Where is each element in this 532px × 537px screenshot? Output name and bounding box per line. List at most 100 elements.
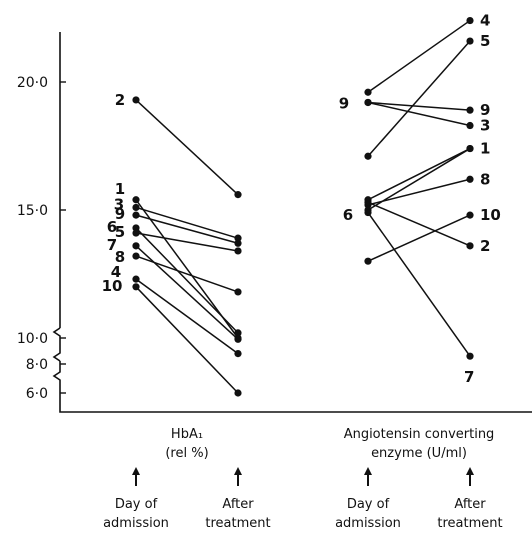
patient-label-admission-g1-p6: 6 — [343, 206, 353, 224]
series-line-g0-p10 — [135, 286, 239, 394]
point-after-g1-p6 — [466, 144, 474, 153]
series-line-g1-p5 — [367, 40, 471, 157]
patient-label-admission-g0-p3: 3 — [114, 195, 124, 213]
point-after-g1-p4 — [466, 16, 474, 25]
series-layer — [132, 16, 474, 397]
group-label-g1-line0: Angiotensin converting — [344, 427, 495, 442]
patient-label-after-g1-p7: 7 — [464, 368, 474, 386]
series-line-g1-p4 — [367, 19, 471, 93]
y-tick-label-3: 8·0 — [26, 357, 48, 373]
point-admission-g0-p10 — [132, 283, 140, 291]
patient-label-admission-g0-p2: 2 — [115, 91, 125, 109]
patient-label-after-g1-p3: 3 — [480, 117, 490, 135]
y-tick-label-4: 6·0 — [26, 386, 48, 402]
point-admission-g1-p5 — [364, 152, 372, 160]
point-admission-g0-p8 — [132, 252, 140, 260]
patient-label-admission-g0-p10: 10 — [102, 277, 123, 295]
point-admission-g1-p3 — [364, 98, 372, 107]
series-line-g0-p8 — [135, 255, 239, 293]
timepoint-label-g1-t1-line1: treatment — [437, 516, 502, 531]
group-label-g0-line0: HbA₁ — [171, 427, 203, 442]
point-after-g1-p8 — [466, 175, 474, 183]
patient-label-admission-g0-p6: 6 — [107, 218, 117, 236]
patient-label-after-g1-p5: 5 — [480, 32, 490, 50]
y-axis-break — [52, 327, 61, 362]
patient-label-admission-g0-p9: 9 — [115, 205, 125, 223]
point-admission-g1-p4 — [364, 88, 372, 96]
point-after-g0-p2 — [234, 191, 242, 199]
group-label-g0-line1: (rel %) — [165, 446, 208, 461]
timepoint-label-g1-t0-line1: admission — [335, 516, 401, 531]
patient-label-admission-g0-p1: 1 — [115, 180, 125, 198]
series-line-g1-p9 — [367, 101, 471, 111]
point-admission-g1-p10 — [364, 257, 372, 265]
patient-label-admission-g0-p7: 7 — [107, 236, 117, 254]
patient-label-after-g1-p4: 4 — [480, 12, 490, 30]
point-admission-g1-p7 — [364, 208, 372, 217]
series-line-g0-p4 — [135, 278, 239, 355]
arrow-head-g1-t0 — [364, 467, 372, 475]
patient-label-admission-g0-p5: 5 — [115, 223, 125, 241]
point-after-g0-p4 — [234, 350, 242, 358]
series-line-g1-p3 — [367, 101, 471, 127]
series-line-g0-p6 — [135, 227, 239, 334]
point-after-g1-p2 — [466, 242, 474, 250]
point-after-g0-p10 — [234, 389, 242, 397]
timepoint-label-g0-t0-line1: admission — [103, 516, 169, 531]
patient-label-after-g1-p2: 2 — [480, 237, 490, 255]
series-line-g1-p10 — [367, 214, 471, 262]
group-label-g1-line1: enzyme (U/ml) — [371, 446, 467, 461]
y-tick-label-2: 10·0 — [17, 331, 48, 347]
point-admission-g0-p3 — [132, 203, 140, 212]
series-line-g1-p6 — [367, 147, 471, 211]
point-admission-g0-p9 — [132, 211, 140, 219]
patient-label-after-g1-p8: 8 — [480, 170, 490, 188]
series-line-g0-p9 — [135, 214, 239, 245]
point-admission-g0-p2 — [132, 96, 140, 104]
patient-label-admission-g1-p9: 9 — [339, 94, 349, 112]
timepoint-label-g1-t0-line0: Day of — [347, 497, 390, 512]
point-after-g0-p5 — [234, 247, 242, 255]
patient-label-after-g1-p10: 10 — [480, 206, 501, 224]
arrow-head-g0-t0 — [132, 467, 140, 475]
point-admission-g0-p6 — [132, 224, 140, 232]
point-after-g0-p6 — [234, 329, 242, 337]
arrow-head-g1-t1 — [466, 467, 474, 475]
y-tick-label-0: 20·0 — [17, 75, 48, 91]
arrow-head-g0-t1 — [234, 467, 242, 475]
patient-label-admission-g0-p4: 4 — [111, 263, 121, 281]
point-after-g1-p5 — [466, 37, 474, 45]
point-after-g0-p3 — [234, 234, 242, 242]
series-line-g0-p7 — [135, 245, 239, 340]
timepoint-label-g0-t1-line0: After — [222, 497, 254, 512]
point-after-g1-p3 — [466, 121, 474, 130]
point-after-g0-p9 — [234, 239, 242, 247]
timepoint-label-g1-t1-line0: After — [454, 497, 486, 512]
series-line-g1-p2 — [367, 201, 471, 247]
series-line-g1-p1 — [367, 147, 471, 201]
point-admission-g1-p2 — [364, 198, 372, 206]
point-admission-g0-p4 — [132, 275, 140, 283]
point-after-g1-p9 — [466, 106, 474, 114]
y-axis-break-lower — [52, 361, 532, 413]
series-line-g0-p2 — [135, 99, 239, 196]
point-admission-g0-p1 — [132, 196, 140, 204]
point-after-g1-p7 — [466, 352, 474, 360]
timepoint-label-g0-t1-line1: treatment — [205, 516, 270, 531]
patient-label-after-g1-p1: 1 — [480, 140, 490, 158]
timepoint-label-g0-t0-line0: Day of — [115, 497, 158, 512]
point-admission-g0-p7 — [132, 242, 140, 250]
series-line-g0-p3 — [135, 206, 239, 239]
series-line-g0-p5 — [135, 232, 239, 252]
y-tick-label-1: 15·0 — [17, 203, 48, 219]
point-after-g0-p7 — [234, 335, 242, 343]
point-after-g0-p8 — [234, 288, 242, 296]
y-axis — [52, 32, 532, 413]
point-after-g1-p10 — [466, 211, 474, 219]
patient-label-after-g1-p9: 9 — [480, 101, 490, 119]
point-admission-g0-p5 — [132, 229, 140, 237]
series-line-g1-p7 — [367, 212, 471, 357]
y-ticks: 20·0 15·0 10·0 8·0 6·0 — [17, 75, 66, 402]
